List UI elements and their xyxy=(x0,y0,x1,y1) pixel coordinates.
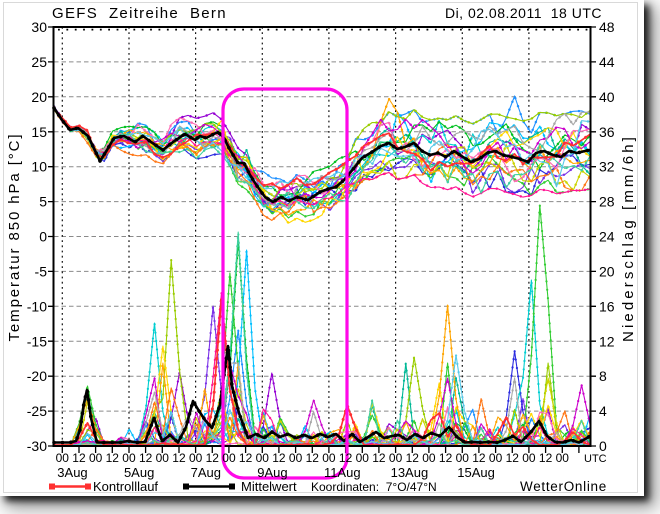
svg-text:15: 15 xyxy=(31,124,47,140)
svg-text:0: 0 xyxy=(39,229,47,245)
svg-text:00: 00 xyxy=(56,451,70,465)
svg-text:44: 44 xyxy=(599,54,615,70)
svg-text:Niederschlag [mm/6h]: Niederschlag [mm/6h] xyxy=(620,134,637,342)
svg-text:Koordinaten: 7°O/47°N: Koordinaten: 7°O/47°N xyxy=(311,480,437,494)
svg-text:12: 12 xyxy=(306,451,320,465)
svg-text:-15: -15 xyxy=(27,333,47,349)
svg-text:00: 00 xyxy=(422,451,436,465)
svg-text:-25: -25 xyxy=(27,403,47,419)
svg-text:00: 00 xyxy=(222,451,236,465)
svg-text:-30: -30 xyxy=(27,438,47,454)
svg-text:00: 00 xyxy=(122,451,136,465)
svg-text:20: 20 xyxy=(599,263,615,279)
svg-text:00: 00 xyxy=(156,451,170,465)
svg-text:UTC: UTC xyxy=(584,453,607,465)
svg-text:12: 12 xyxy=(106,451,120,465)
svg-text:28: 28 xyxy=(599,194,615,210)
svg-text:12: 12 xyxy=(72,451,86,465)
svg-text:GEFS Zeitreihe Bern: GEFS Zeitreihe Bern xyxy=(52,5,227,22)
svg-text:25: 25 xyxy=(31,54,47,70)
svg-text:12: 12 xyxy=(339,451,353,465)
svg-text:12: 12 xyxy=(139,451,153,465)
svg-text:5Aug: 5Aug xyxy=(124,465,154,480)
svg-text:7Aug: 7Aug xyxy=(191,465,221,480)
svg-text:00: 00 xyxy=(356,451,370,465)
svg-text:11Aug: 11Aug xyxy=(324,465,361,480)
svg-text:9Aug: 9Aug xyxy=(257,465,287,480)
svg-text:00: 00 xyxy=(489,451,503,465)
svg-text:30: 30 xyxy=(31,19,47,35)
svg-text:12: 12 xyxy=(472,451,486,465)
svg-text:-10: -10 xyxy=(27,298,47,314)
svg-text:16: 16 xyxy=(599,298,615,314)
svg-text:20: 20 xyxy=(31,89,47,105)
svg-text:3Aug: 3Aug xyxy=(57,465,87,480)
svg-text:12: 12 xyxy=(206,451,220,465)
svg-text:24: 24 xyxy=(599,229,615,245)
svg-text:00: 00 xyxy=(556,451,570,465)
svg-text:36: 36 xyxy=(599,124,615,140)
svg-text:5: 5 xyxy=(39,194,47,210)
svg-text:40: 40 xyxy=(599,89,615,105)
svg-text:-20: -20 xyxy=(27,368,47,384)
svg-text:12: 12 xyxy=(599,333,615,349)
svg-text:00: 00 xyxy=(256,451,270,465)
svg-text:10: 10 xyxy=(31,159,47,175)
svg-text:0: 0 xyxy=(599,438,607,454)
svg-text:12: 12 xyxy=(172,451,186,465)
svg-text:Mittelwert: Mittelwert xyxy=(241,479,297,494)
svg-text:WetterOnline: WetterOnline xyxy=(520,479,607,494)
svg-text:Kontrolllauf: Kontrolllauf xyxy=(93,479,158,494)
svg-text:00: 00 xyxy=(522,451,536,465)
svg-text:32: 32 xyxy=(599,159,615,175)
svg-text:12: 12 xyxy=(439,451,453,465)
svg-text:00: 00 xyxy=(289,451,303,465)
svg-text:00: 00 xyxy=(189,451,203,465)
svg-text:12: 12 xyxy=(239,451,253,465)
svg-text:15Aug: 15Aug xyxy=(457,465,495,480)
svg-text:Temperatur 850 hPa [°C]: Temperatur 850 hPa [°C] xyxy=(6,133,23,342)
svg-text:Di, 02.08.2011 18 UTC: Di, 02.08.2011 18 UTC xyxy=(445,5,602,21)
svg-text:00: 00 xyxy=(89,451,103,465)
svg-text:12: 12 xyxy=(506,451,520,465)
svg-text:00: 00 xyxy=(389,451,403,465)
svg-text:4: 4 xyxy=(599,403,607,419)
svg-text:48: 48 xyxy=(599,19,615,35)
svg-text:13Aug: 13Aug xyxy=(391,465,429,480)
svg-text:12: 12 xyxy=(539,451,553,465)
svg-text:12: 12 xyxy=(372,451,386,465)
svg-text:12: 12 xyxy=(406,451,420,465)
svg-text:8: 8 xyxy=(599,368,607,384)
svg-text:00: 00 xyxy=(322,451,336,465)
svg-text:00: 00 xyxy=(456,451,470,465)
svg-text:-5: -5 xyxy=(35,263,48,279)
svg-text:12: 12 xyxy=(272,451,286,465)
